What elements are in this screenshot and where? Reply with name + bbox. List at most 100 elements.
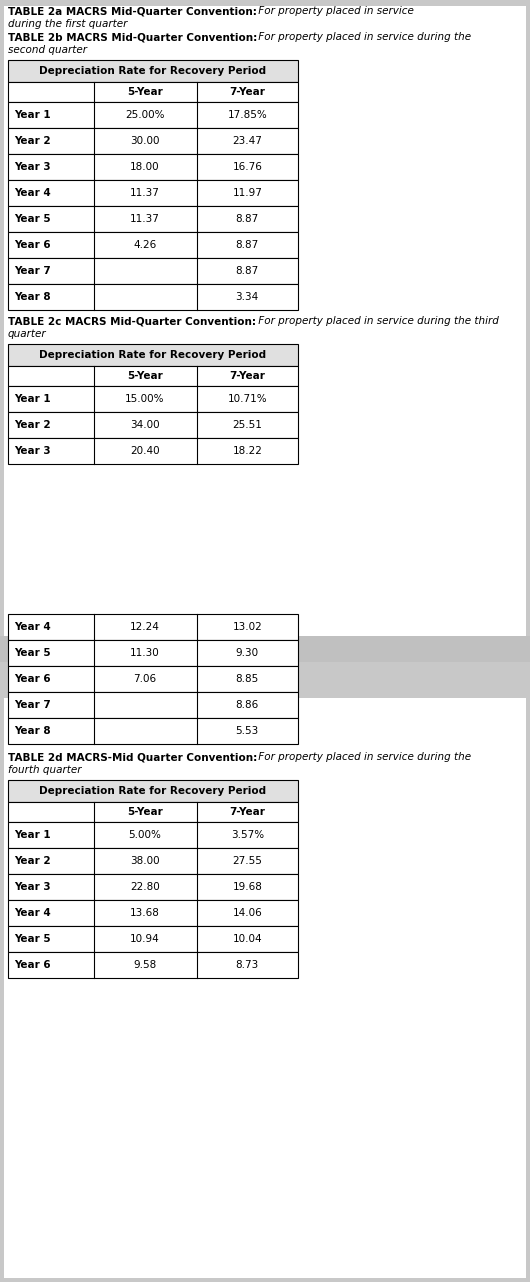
Text: Year 2: Year 2 bbox=[14, 420, 51, 429]
Text: Year 2: Year 2 bbox=[14, 136, 51, 146]
Text: 7-Year: 7-Year bbox=[229, 806, 265, 817]
Text: Year 4: Year 4 bbox=[14, 622, 51, 632]
Bar bbox=[8, 285, 298, 310]
Text: 3.57%: 3.57% bbox=[231, 829, 264, 840]
Text: 5.53: 5.53 bbox=[236, 726, 259, 736]
Text: 30.00: 30.00 bbox=[130, 136, 160, 146]
Bar bbox=[8, 412, 298, 438]
Text: 25.00%: 25.00% bbox=[125, 110, 165, 121]
Text: 10.94: 10.94 bbox=[130, 935, 160, 944]
Text: 16.76: 16.76 bbox=[232, 162, 262, 172]
Text: Depreciation Rate for Recovery Period: Depreciation Rate for Recovery Period bbox=[39, 786, 267, 796]
Bar bbox=[8, 718, 298, 744]
Bar bbox=[8, 103, 298, 128]
Text: fourth quarter: fourth quarter bbox=[8, 765, 82, 776]
Bar bbox=[8, 640, 298, 667]
Text: Year 4: Year 4 bbox=[14, 188, 51, 197]
Text: Year 7: Year 7 bbox=[14, 700, 51, 710]
Bar bbox=[4, 697, 526, 1278]
Text: 11.97: 11.97 bbox=[232, 188, 262, 197]
Text: TABLE 2d MACRS-Mid Quarter Convention:: TABLE 2d MACRS-Mid Quarter Convention: bbox=[8, 753, 257, 762]
Text: 3.34: 3.34 bbox=[236, 292, 259, 303]
Text: 13.68: 13.68 bbox=[130, 908, 160, 918]
Text: 10.04: 10.04 bbox=[233, 935, 262, 944]
Bar bbox=[8, 779, 298, 803]
Bar bbox=[8, 926, 298, 953]
Text: Year 1: Year 1 bbox=[14, 394, 51, 404]
Text: 10.71%: 10.71% bbox=[227, 394, 267, 404]
Bar bbox=[8, 803, 298, 822]
Bar bbox=[8, 179, 298, 206]
Text: For property placed in service: For property placed in service bbox=[255, 6, 414, 15]
Text: 12.24: 12.24 bbox=[130, 622, 160, 632]
Text: Year 6: Year 6 bbox=[14, 960, 51, 970]
Bar bbox=[8, 614, 298, 640]
Text: 23.47: 23.47 bbox=[232, 136, 262, 146]
Text: 7-Year: 7-Year bbox=[229, 370, 265, 381]
Text: For property placed in service during the: For property placed in service during th… bbox=[255, 753, 471, 762]
Bar bbox=[8, 667, 298, 692]
Text: 18.22: 18.22 bbox=[232, 446, 262, 456]
Text: 7-Year: 7-Year bbox=[229, 87, 265, 97]
Bar bbox=[8, 258, 298, 285]
Bar bbox=[8, 365, 298, 386]
Bar bbox=[0, 636, 530, 662]
Text: Year 8: Year 8 bbox=[14, 292, 51, 303]
Bar bbox=[8, 344, 298, 365]
Text: quarter: quarter bbox=[8, 329, 47, 338]
Text: For property placed in service during the third: For property placed in service during th… bbox=[255, 315, 499, 326]
Text: Year 5: Year 5 bbox=[14, 647, 51, 658]
Bar bbox=[4, 6, 526, 642]
Bar bbox=[8, 953, 298, 978]
Text: TABLE 2b MACRS Mid-Quarter Convention:: TABLE 2b MACRS Mid-Quarter Convention: bbox=[8, 32, 257, 42]
Text: TABLE 2a MACRS Mid-Quarter Convention:: TABLE 2a MACRS Mid-Quarter Convention: bbox=[8, 6, 257, 15]
Text: 38.00: 38.00 bbox=[130, 856, 160, 867]
Text: 27.55: 27.55 bbox=[232, 856, 262, 867]
Bar bbox=[8, 692, 298, 718]
Text: 11.37: 11.37 bbox=[130, 188, 160, 197]
Text: TABLE 2c MACRS Mid-Quarter Convention:: TABLE 2c MACRS Mid-Quarter Convention: bbox=[8, 315, 256, 326]
Bar bbox=[8, 206, 298, 232]
Text: 5.00%: 5.00% bbox=[129, 829, 162, 840]
Text: 15.00%: 15.00% bbox=[125, 394, 165, 404]
Text: Year 5: Year 5 bbox=[14, 935, 51, 944]
Text: Year 3: Year 3 bbox=[14, 446, 51, 456]
Bar bbox=[8, 822, 298, 847]
Text: during the first quarter: during the first quarter bbox=[8, 19, 127, 29]
Text: 8.86: 8.86 bbox=[236, 700, 259, 710]
Bar bbox=[8, 386, 298, 412]
Text: 5-Year: 5-Year bbox=[127, 370, 163, 381]
Text: 19.68: 19.68 bbox=[232, 882, 262, 892]
Text: 25.51: 25.51 bbox=[232, 420, 262, 429]
Text: 9.58: 9.58 bbox=[134, 960, 157, 970]
Text: Year 6: Year 6 bbox=[14, 674, 51, 685]
Text: Year 8: Year 8 bbox=[14, 726, 51, 736]
Bar bbox=[8, 128, 298, 154]
Text: Year 1: Year 1 bbox=[14, 829, 51, 840]
Text: 11.30: 11.30 bbox=[130, 647, 160, 658]
Bar bbox=[8, 900, 298, 926]
Bar bbox=[8, 82, 298, 103]
Text: 20.40: 20.40 bbox=[130, 446, 160, 456]
Text: For property placed in service during the: For property placed in service during th… bbox=[255, 32, 471, 42]
Text: 17.85%: 17.85% bbox=[227, 110, 267, 121]
Text: 8.87: 8.87 bbox=[236, 214, 259, 224]
Text: Year 4: Year 4 bbox=[14, 908, 51, 918]
Bar bbox=[8, 154, 298, 179]
Text: 8.87: 8.87 bbox=[236, 265, 259, 276]
Bar bbox=[8, 60, 298, 82]
Text: 22.80: 22.80 bbox=[130, 882, 160, 892]
Text: Year 2: Year 2 bbox=[14, 856, 51, 867]
Bar bbox=[8, 874, 298, 900]
Text: Depreciation Rate for Recovery Period: Depreciation Rate for Recovery Period bbox=[39, 65, 267, 76]
Text: Year 7: Year 7 bbox=[14, 265, 51, 276]
Text: Year 5: Year 5 bbox=[14, 214, 51, 224]
Text: 8.73: 8.73 bbox=[236, 960, 259, 970]
Text: Year 6: Year 6 bbox=[14, 240, 51, 250]
Text: 8.85: 8.85 bbox=[236, 674, 259, 685]
Text: 9.30: 9.30 bbox=[236, 647, 259, 658]
Text: 18.00: 18.00 bbox=[130, 162, 160, 172]
Bar bbox=[8, 232, 298, 258]
Text: Year 3: Year 3 bbox=[14, 882, 51, 892]
Text: 5-Year: 5-Year bbox=[127, 87, 163, 97]
